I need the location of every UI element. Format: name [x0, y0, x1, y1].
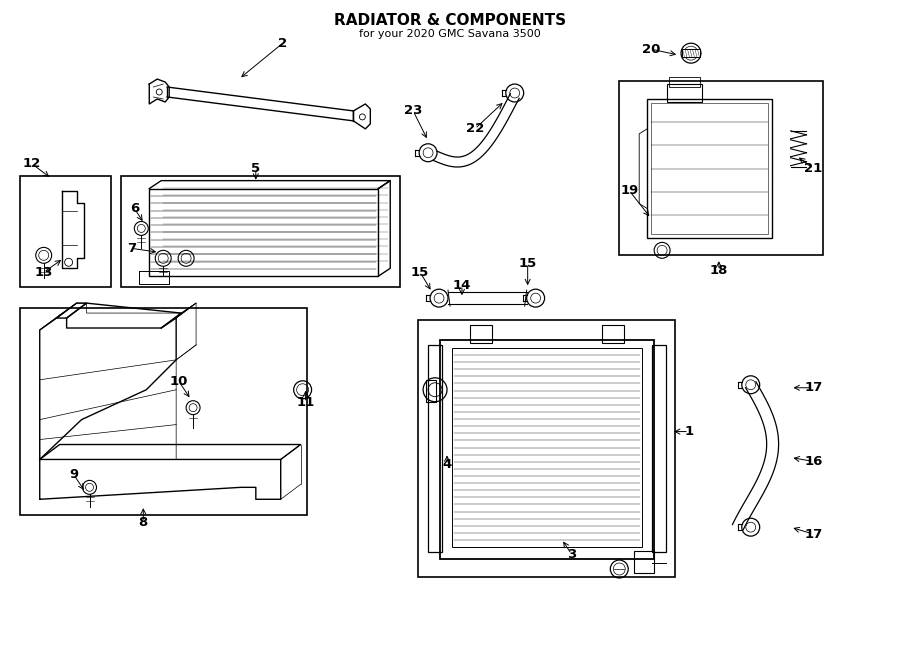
Text: 5: 5 [251, 162, 260, 175]
Text: 15: 15 [518, 256, 536, 270]
Text: 22: 22 [466, 122, 484, 136]
Bar [667, 84, 702, 102]
Text: 7: 7 [127, 242, 136, 255]
Bar [122, 176, 400, 287]
Text: 17: 17 [805, 527, 823, 541]
Text: 17: 17 [805, 381, 823, 394]
Text: 10: 10 [170, 375, 188, 388]
Bar [652, 103, 768, 235]
Text: 18: 18 [710, 264, 728, 277]
Text: 16: 16 [805, 455, 823, 468]
Text: 23: 23 [404, 104, 422, 118]
Bar [470, 325, 491, 343]
Text: 9: 9 [69, 468, 78, 481]
Bar [428, 345, 442, 552]
Bar [426, 380, 436, 402]
Bar [149, 188, 378, 276]
Text: 11: 11 [296, 396, 315, 409]
Bar [440, 340, 654, 559]
Bar [418, 320, 675, 577]
Text: 1: 1 [684, 425, 694, 438]
Text: 13: 13 [34, 266, 53, 279]
Text: 12: 12 [22, 157, 40, 170]
Bar [452, 348, 643, 547]
Bar [602, 325, 625, 343]
Bar [634, 551, 654, 573]
Text: 19: 19 [620, 184, 638, 197]
Text: 3: 3 [567, 547, 576, 561]
Bar [619, 81, 824, 255]
Bar [647, 99, 771, 239]
Text: for your 2020 GMC Savana 3500: for your 2020 GMC Savana 3500 [359, 29, 541, 39]
Text: 14: 14 [453, 279, 471, 292]
Text: 6: 6 [130, 202, 139, 215]
Text: 15: 15 [411, 266, 429, 279]
Text: 8: 8 [139, 516, 148, 529]
Text: 21: 21 [805, 162, 823, 175]
Text: 2: 2 [278, 37, 287, 50]
Bar [682, 49, 700, 57]
Text: 20: 20 [642, 43, 661, 56]
Bar [20, 176, 112, 287]
Bar [669, 77, 700, 87]
Bar [652, 345, 666, 552]
Text: 4: 4 [443, 458, 452, 471]
Text: RADIATOR & COMPONENTS: RADIATOR & COMPONENTS [334, 13, 566, 28]
Bar [20, 308, 307, 515]
